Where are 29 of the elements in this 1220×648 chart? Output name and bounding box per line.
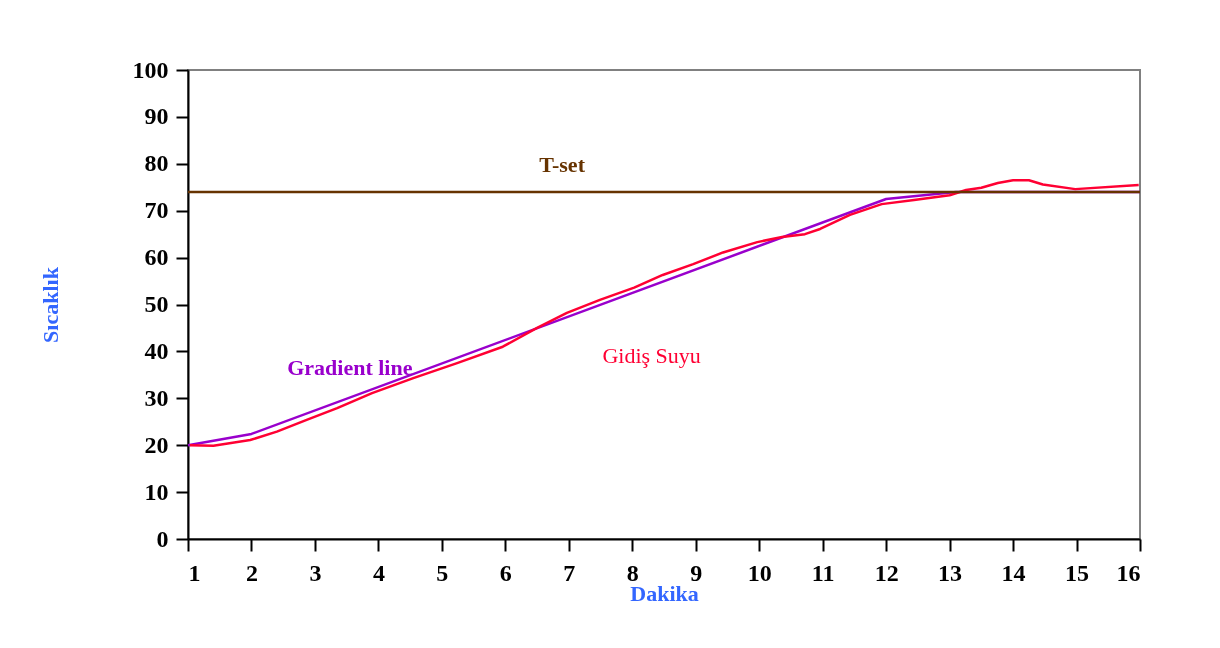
y-tick-label: 50 [144,291,169,317]
ref-line-label: T-set [539,151,586,177]
x-tick-label: 12 [874,559,899,586]
x-tick-label: 7 [563,559,576,586]
y-tick-label: 30 [144,384,169,411]
y-tick-label: 10 [144,478,169,505]
x-tick-label: 4 [372,559,385,586]
x-tick-label: 6 [499,559,512,586]
x-tick-label: 14 [1001,559,1026,586]
x-tick-label: 16 [1116,559,1141,586]
x-tick-label: 13 [938,559,963,586]
y-tick-label: 60 [144,244,169,271]
y-tick-label: 40 [144,337,169,364]
x-tick-label: 2 [245,559,258,586]
y-tick-label: 90 [144,103,169,130]
y-tick-label: 80 [144,150,169,177]
y-tick-label: 70 [144,197,169,224]
series-label: Gradient line [287,354,413,380]
y-axis-title: Sıcaklık [37,266,63,343]
x-tick-label: 11 [811,559,835,586]
x-tick-label: 15 [1065,559,1090,586]
y-tick-label: 0 [156,525,169,552]
x-tick-label: 1 [188,559,201,586]
x-tick-label: 5 [436,559,449,586]
y-tick-label: 100 [132,56,169,83]
y-tick-label: 20 [144,431,169,458]
x-tick-label: 3 [309,559,322,586]
series-label: Gidiş Suyu [602,343,701,369]
x-tick-label: 10 [747,559,772,586]
